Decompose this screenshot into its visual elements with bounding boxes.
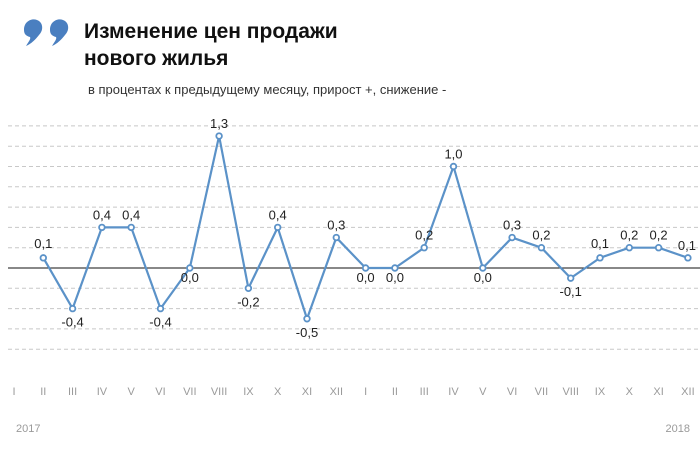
x-tick-label: V [479, 386, 487, 398]
data-label: 0,4 [269, 207, 287, 222]
x-tick-label: IX [595, 386, 606, 398]
data-point [274, 223, 282, 232]
data-label: -0,1 [559, 284, 581, 299]
data-point [215, 132, 223, 140]
data-label: 0,3 [503, 218, 521, 233]
x-tick-label: VIII [562, 386, 579, 398]
data-point [332, 233, 340, 242]
data-point [625, 243, 633, 252]
data-point [303, 315, 311, 323]
data-point [68, 304, 77, 313]
data-label: 0,4 [93, 207, 111, 222]
data-label: 0,1 [34, 236, 52, 251]
data-label: 0,4 [122, 207, 140, 222]
data-point [156, 304, 165, 313]
x-tick-label: VI [155, 386, 165, 398]
data-point [449, 162, 458, 171]
data-point [537, 243, 546, 252]
data-label: 1,0 [444, 147, 462, 162]
data-point [127, 223, 135, 232]
data-label: 0,0 [357, 270, 375, 285]
quote-mark-icon [24, 19, 69, 46]
data-point [39, 254, 47, 262]
data-point [361, 264, 370, 272]
chart-title: Изменение цен продажи нового жилья [84, 18, 338, 72]
x-tick-label: X [274, 386, 282, 398]
x-tick-label: III [420, 386, 429, 398]
data-point [244, 284, 253, 292]
x-tick-label: II [392, 386, 398, 398]
chart-title-line1: Изменение цен продажи [84, 20, 338, 43]
data-label: 0,1 [591, 236, 609, 251]
data-label: -0,2 [237, 294, 259, 309]
x-tick-label: VII [535, 386, 548, 398]
data-label: -0,4 [149, 315, 171, 330]
data-label: 0,2 [620, 228, 638, 243]
data-label: -0,5 [296, 325, 318, 340]
x-tick-label: VII [183, 386, 196, 398]
x-tick-label: IV [97, 386, 108, 398]
data-point [654, 243, 663, 252]
data-point [98, 223, 106, 232]
data-point [596, 254, 604, 262]
data-label: 0,1 [678, 238, 696, 253]
data-point [391, 264, 399, 272]
x-tick-label: XII [330, 386, 343, 398]
data-point [508, 233, 516, 242]
chart-title-line2: нового жилья [84, 47, 229, 70]
data-label: -0,4 [61, 315, 83, 330]
data-point [420, 243, 428, 252]
x-tick-label: II [40, 386, 46, 398]
x-tick-label: III [68, 386, 77, 398]
chart-subtitle: в процентах к предыдущему месяцу, прирос… [88, 82, 447, 97]
data-label: 0,2 [650, 228, 668, 243]
data-label: 0,0 [474, 270, 492, 285]
data-label: 0,3 [327, 218, 345, 233]
year-label-2017: 2017 [16, 423, 40, 435]
data-label: 0,0 [181, 270, 199, 285]
x-tick-label: XI [653, 386, 663, 398]
x-tick-label: I [364, 386, 367, 398]
x-tick-label: IV [448, 386, 459, 398]
x-tick-label: V [128, 386, 136, 398]
x-tick-label: IX [243, 386, 254, 398]
data-point [186, 264, 194, 272]
x-tick-label: X [626, 386, 634, 398]
data-label: 0,0 [386, 270, 404, 285]
data-point [479, 264, 487, 272]
x-tick-label: VIII [211, 386, 228, 398]
x-tick-label: XII [681, 386, 694, 398]
year-label-2018: 2018 [666, 423, 690, 435]
x-tick-label: VI [507, 386, 517, 398]
data-label: 0,2 [415, 228, 433, 243]
data-label: 0,2 [532, 228, 550, 243]
x-tick-label: XI [302, 386, 312, 398]
data-point [684, 254, 692, 262]
x-tick-label: I [12, 386, 15, 398]
data-point [567, 274, 575, 282]
data-label: 1,3 [210, 116, 228, 131]
